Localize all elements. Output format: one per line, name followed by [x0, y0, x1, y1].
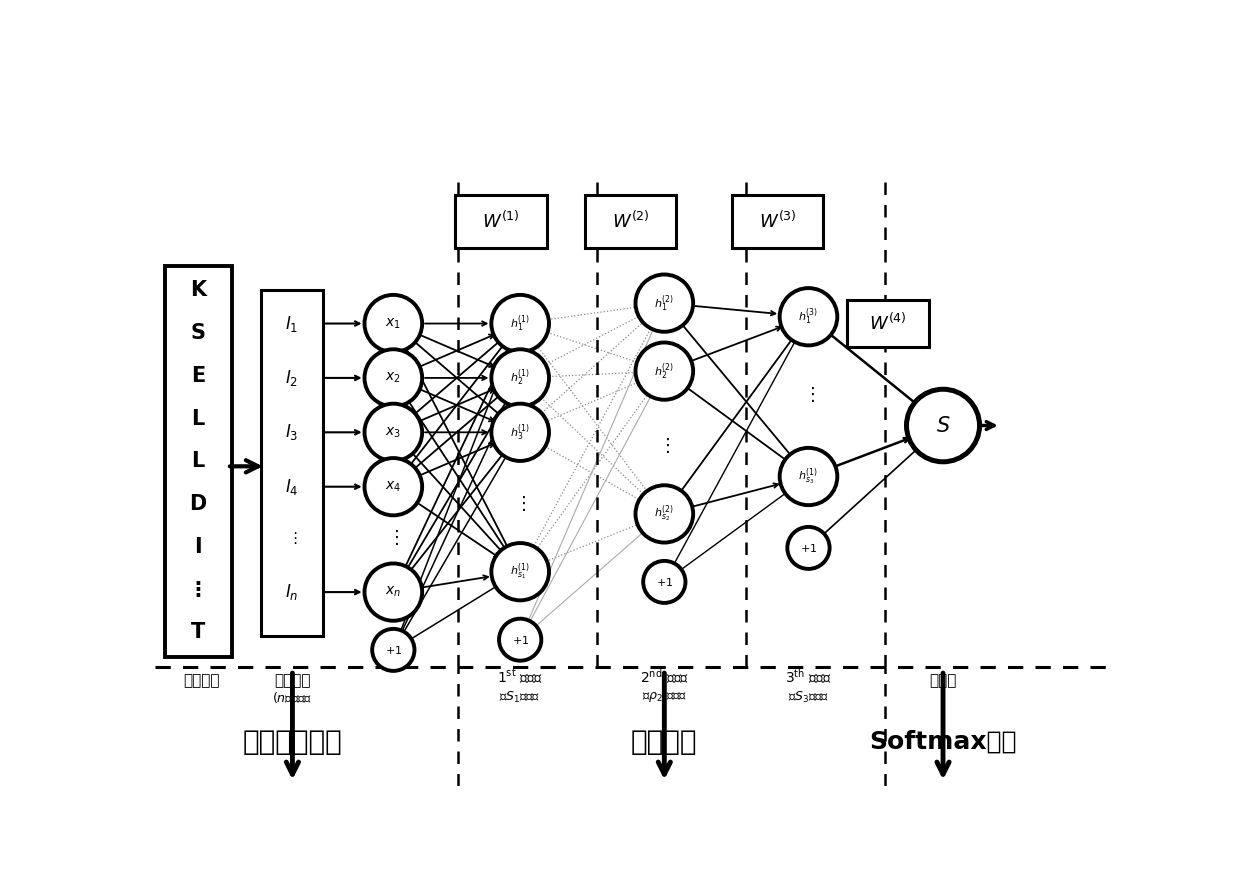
Text: $+1$: $+1$ [656, 576, 673, 588]
Ellipse shape [365, 295, 422, 352]
FancyBboxPatch shape [260, 290, 324, 637]
Text: $h_{s_1}^{(1)}$: $h_{s_1}^{(1)}$ [510, 562, 531, 582]
Ellipse shape [365, 458, 422, 516]
Text: （$S_1$单元）: （$S_1$单元） [500, 690, 541, 705]
Ellipse shape [491, 543, 549, 600]
Text: $W^{(2)}$: $W^{(2)}$ [611, 211, 650, 232]
Text: ⋮: ⋮ [187, 579, 208, 600]
Text: $+1$: $+1$ [512, 634, 528, 645]
Text: $x_n$: $x_n$ [386, 585, 402, 600]
Text: $I_2$: $I_2$ [285, 368, 299, 388]
Text: $S$: $S$ [936, 416, 950, 435]
Text: 输入序列: 输入序列 [182, 673, 219, 688]
Ellipse shape [635, 343, 693, 400]
Text: 2$^{\rm nd}$ 隐藏层: 2$^{\rm nd}$ 隐藏层 [640, 668, 689, 686]
Ellipse shape [365, 404, 422, 461]
Ellipse shape [498, 619, 542, 660]
Text: $h_{s_3}^{(1)}$: $h_{s_3}^{(1)}$ [799, 466, 818, 487]
Ellipse shape [635, 486, 693, 542]
Text: $h_2^{(1)}$: $h_2^{(1)}$ [510, 367, 531, 389]
Text: $\vdots$: $\vdots$ [802, 385, 815, 404]
Text: 3$^{\rm th}$ 隐藏层: 3$^{\rm th}$ 隐藏层 [785, 668, 832, 686]
Text: $I_3$: $I_3$ [285, 422, 299, 442]
Text: S: S [191, 323, 206, 343]
Text: K: K [190, 281, 206, 300]
Text: $W^{(4)}$: $W^{(4)}$ [869, 313, 908, 334]
Text: $x_2$: $x_2$ [386, 371, 402, 385]
Text: I: I [195, 537, 202, 556]
Text: $\vdots$: $\vdots$ [515, 494, 526, 513]
Text: 1$^{\rm st}$ 隐藏层: 1$^{\rm st}$ 隐藏层 [497, 668, 543, 686]
Text: $h_3^{(1)}$: $h_3^{(1)}$ [510, 422, 531, 442]
Text: $h_1^{(1)}$: $h_1^{(1)}$ [510, 313, 531, 334]
Text: $\vdots$: $\vdots$ [286, 530, 298, 546]
Text: $+1$: $+1$ [800, 542, 817, 554]
Text: $I_n$: $I_n$ [285, 582, 299, 602]
Text: $x_3$: $x_3$ [386, 425, 402, 440]
Text: 特征学习: 特征学习 [631, 728, 698, 756]
Text: 原始特征输入: 原始特征输入 [243, 728, 342, 756]
Ellipse shape [787, 527, 830, 569]
Ellipse shape [491, 350, 549, 406]
Ellipse shape [365, 563, 422, 621]
Ellipse shape [635, 275, 693, 332]
Text: L: L [192, 409, 205, 428]
Ellipse shape [372, 629, 414, 671]
Text: L: L [192, 451, 205, 472]
Text: $x_4$: $x_4$ [386, 479, 402, 494]
FancyBboxPatch shape [847, 299, 929, 347]
FancyBboxPatch shape [455, 195, 547, 248]
FancyBboxPatch shape [585, 195, 676, 248]
Ellipse shape [365, 350, 422, 406]
Text: $+1$: $+1$ [384, 644, 402, 656]
Text: $h_{s_2}^{(2)}$: $h_{s_2}^{(2)}$ [655, 503, 675, 525]
Text: $I_1$: $I_1$ [285, 313, 299, 334]
Text: $h_1^{(3)}$: $h_1^{(3)}$ [799, 306, 818, 327]
Ellipse shape [780, 288, 837, 345]
Text: $h_1^{(2)}$: $h_1^{(2)}$ [655, 293, 675, 313]
FancyBboxPatch shape [732, 195, 823, 248]
Text: E: E [191, 366, 206, 386]
Text: $x_1$: $x_1$ [386, 316, 402, 331]
Ellipse shape [491, 295, 549, 352]
Text: 输出层: 输出层 [929, 673, 957, 688]
Text: D: D [190, 494, 207, 514]
Text: $W^{(3)}$: $W^{(3)}$ [759, 211, 796, 232]
Text: （$S_3$单元）: （$S_3$单元） [787, 690, 830, 705]
Text: $I_4$: $I_4$ [285, 477, 299, 497]
Ellipse shape [906, 389, 980, 462]
FancyBboxPatch shape [165, 266, 232, 657]
Ellipse shape [491, 404, 549, 461]
Text: $h_2^{(2)}$: $h_2^{(2)}$ [655, 361, 675, 381]
Text: Softmax分类: Softmax分类 [869, 729, 1017, 754]
Text: $W^{(1)}$: $W^{(1)}$ [482, 211, 520, 232]
Text: $\vdots$: $\vdots$ [658, 436, 671, 456]
Text: （$\rho_2$ 单元）: （$\rho_2$ 单元） [641, 691, 687, 705]
Text: ($n$个单元）: ($n$个单元） [273, 690, 312, 705]
Ellipse shape [644, 561, 686, 603]
Text: T: T [191, 622, 206, 642]
Text: 原始特征: 原始特征 [274, 673, 311, 688]
Text: $\vdots$: $\vdots$ [387, 528, 399, 547]
Ellipse shape [780, 448, 837, 505]
